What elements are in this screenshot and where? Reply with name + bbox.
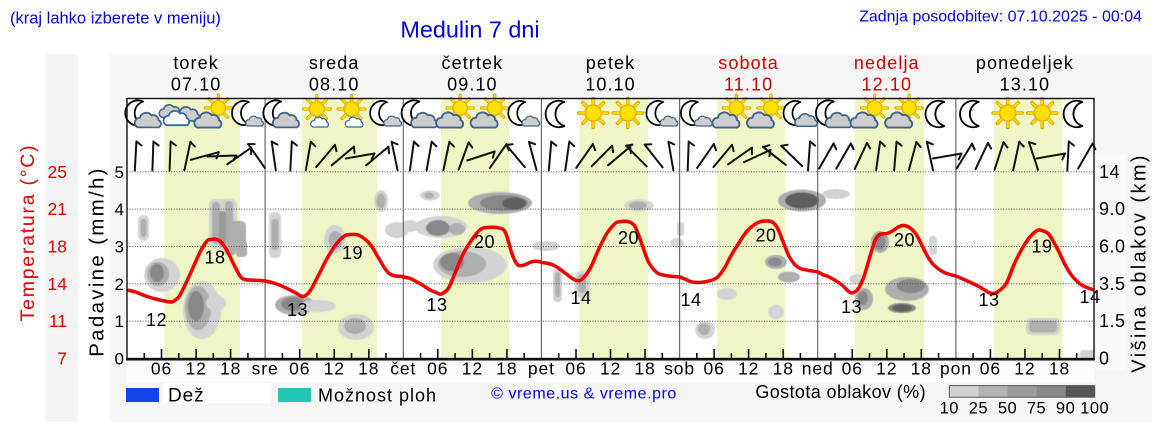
svg-text:11.10: 11.10	[724, 75, 773, 95]
svg-text:4: 4	[115, 200, 124, 219]
svg-text:sobota: sobota	[718, 53, 779, 73]
svg-text:Zadnja posodobitev: 07.10.2025: Zadnja posodobitev: 07.10.2025 - 00:04	[859, 9, 1142, 26]
svg-text:Višina oblakov (km): Višina oblakov (km)	[1129, 153, 1151, 373]
svg-text:06: 06	[842, 359, 863, 379]
svg-text:08.10: 08.10	[309, 75, 360, 95]
svg-text:18: 18	[634, 359, 655, 379]
svg-text:petek: petek	[586, 53, 636, 73]
svg-text:20: 20	[755, 226, 776, 246]
svg-text:1: 1	[115, 312, 124, 331]
svg-text:18: 18	[496, 359, 517, 379]
svg-text:12: 12	[324, 359, 345, 379]
svg-text:50: 50	[998, 400, 1017, 418]
svg-text:četrtek: četrtek	[442, 53, 504, 73]
svg-text:čet: čet	[390, 359, 416, 379]
svg-text:torek: torek	[173, 53, 219, 73]
svg-text:18: 18	[358, 359, 379, 379]
svg-text:25: 25	[969, 400, 988, 418]
svg-text:3.5: 3.5	[1099, 274, 1126, 294]
svg-text:12: 12	[462, 359, 483, 379]
svg-text:Padavine (mm/h): Padavine (mm/h)	[86, 166, 109, 357]
svg-text:5: 5	[115, 163, 124, 182]
svg-text:07.10: 07.10	[171, 75, 222, 95]
svg-text:20: 20	[894, 230, 915, 250]
svg-text:13: 13	[841, 297, 862, 317]
svg-text:7: 7	[57, 349, 67, 369]
svg-text:09.10: 09.10	[447, 75, 498, 95]
svg-text:100: 100	[1080, 400, 1109, 418]
svg-text:18: 18	[911, 359, 932, 379]
svg-text:sre: sre	[252, 359, 279, 379]
svg-text:19: 19	[1031, 237, 1052, 257]
svg-text:11: 11	[49, 311, 67, 331]
svg-text:06: 06	[565, 359, 586, 379]
svg-text:pon: pon	[940, 359, 972, 379]
svg-text:13: 13	[426, 295, 447, 315]
svg-text:19: 19	[342, 243, 363, 263]
svg-text:12: 12	[600, 359, 621, 379]
svg-text:18: 18	[48, 237, 67, 257]
svg-text:12: 12	[146, 310, 167, 330]
svg-text:13: 13	[287, 300, 308, 320]
svg-text:14: 14	[680, 290, 701, 310]
svg-text:12: 12	[1014, 359, 1035, 379]
svg-text:20: 20	[618, 228, 639, 248]
svg-text:© vreme.us & vreme.pro: © vreme.us & vreme.pro	[491, 386, 677, 403]
svg-text:06: 06	[703, 359, 724, 379]
svg-text:ned: ned	[802, 359, 834, 379]
svg-text:18: 18	[773, 359, 794, 379]
svg-text:Dež: Dež	[168, 386, 205, 407]
svg-text:18: 18	[204, 248, 225, 268]
svg-text:14: 14	[1079, 287, 1100, 307]
svg-text:6.0: 6.0	[1099, 237, 1126, 257]
svg-text:18: 18	[1049, 359, 1070, 379]
svg-text:14: 14	[1099, 162, 1120, 182]
svg-text:90: 90	[1056, 400, 1075, 418]
svg-text:10: 10	[940, 400, 959, 418]
svg-text:14: 14	[48, 274, 68, 294]
svg-text:12: 12	[738, 359, 759, 379]
svg-text:nedelja: nedelja	[854, 53, 920, 73]
svg-text:13.10: 13.10	[1000, 75, 1051, 95]
svg-text:12: 12	[876, 359, 897, 379]
svg-text:21: 21	[48, 199, 67, 219]
svg-text:1.5: 1.5	[1099, 311, 1126, 331]
svg-text:2: 2	[115, 275, 124, 294]
svg-text:06: 06	[980, 359, 1001, 379]
svg-text:06: 06	[289, 359, 310, 379]
svg-text:(kraj lahko izberete v meniju): (kraj lahko izberete v meniju)	[10, 10, 221, 28]
svg-text:0: 0	[1099, 349, 1110, 369]
svg-text:0: 0	[115, 350, 124, 369]
svg-text:Gostota oblakov (%): Gostota oblakov (%)	[755, 382, 926, 402]
svg-text:06: 06	[427, 359, 448, 379]
svg-text:12.10: 12.10	[862, 75, 913, 95]
svg-text:sreda: sreda	[309, 53, 360, 73]
svg-text:12: 12	[185, 359, 206, 379]
svg-text:06: 06	[151, 359, 172, 379]
svg-text:ponedeljek: ponedeljek	[976, 53, 1074, 73]
svg-text:pet: pet	[528, 359, 555, 379]
svg-text:25: 25	[48, 162, 67, 182]
svg-text:20: 20	[474, 232, 495, 252]
svg-text:Medulin 7 dni: Medulin 7 dni	[400, 17, 539, 43]
svg-text:3: 3	[115, 238, 124, 257]
svg-text:14: 14	[570, 288, 591, 308]
svg-text:13: 13	[978, 290, 999, 310]
svg-text:sob: sob	[664, 359, 695, 379]
svg-text:Možnost ploh: Možnost ploh	[318, 386, 437, 406]
svg-text:75: 75	[1027, 400, 1046, 418]
svg-text:9.0: 9.0	[1099, 199, 1126, 219]
svg-text:18: 18	[220, 359, 241, 379]
svg-text:Temperatura (°C): Temperatura (°C)	[17, 144, 39, 322]
svg-text:10.10: 10.10	[585, 75, 636, 95]
